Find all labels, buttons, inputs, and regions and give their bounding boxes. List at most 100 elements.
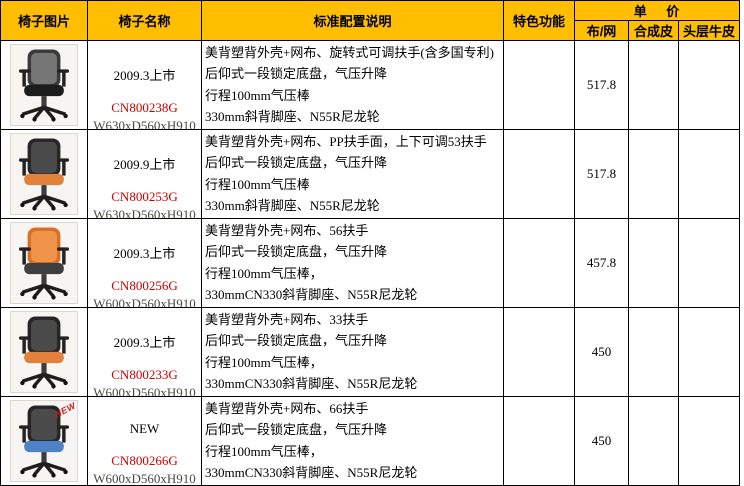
config-line: 后仰式一段锁定底盘，气压升降 <box>205 333 388 349</box>
header-unit-price: 单 价 <box>573 0 741 21</box>
header-price-synthetic-leather: 合成皮 <box>628 20 679 41</box>
config-line: 后仰式一段锁定底盘，气压升降 <box>205 66 388 82</box>
dimensions: W600xD560xH910 <box>93 296 196 308</box>
chair-caster <box>20 469 25 475</box>
chair-base <box>21 105 67 120</box>
price-fabric-cell: 517.8 <box>574 40 629 130</box>
chair-armrest-right <box>62 338 66 354</box>
price-leather-cell <box>677 129 741 219</box>
chair-armrest-right <box>62 249 66 265</box>
chair-base <box>21 283 67 298</box>
dimensions: W630xD560xH910 <box>93 118 196 130</box>
config-line: 330mm斜背脚座、N55R尼龙轮 <box>205 198 380 214</box>
chair-back-mesh <box>31 141 57 173</box>
chair-photo <box>10 44 78 126</box>
launch-date: 2009.3上市 <box>113 246 176 261</box>
config-line: 后仰式一段锁定底盘，气压升降 <box>205 155 388 171</box>
chair-armrest-right <box>62 160 66 176</box>
launch-date: 2009.3上市 <box>113 335 176 350</box>
features-cell <box>503 129 575 219</box>
chair-caster <box>32 117 37 122</box>
chair-armpad-left <box>18 425 32 429</box>
chair-photo <box>10 311 78 393</box>
chair-seat <box>24 440 64 453</box>
config-line: 后仰式一段锁定底盘，气压升降 <box>205 244 388 260</box>
chair-image-cell: NEW <box>0 396 88 486</box>
chair-back-mesh <box>31 230 57 262</box>
chair-armpad-left <box>18 247 32 251</box>
price-synthetic-cell <box>628 396 679 486</box>
header-features: 特色功能 <box>503 0 575 41</box>
chair-armpad-right <box>56 247 70 251</box>
config-line: 行程100mm气压棒， <box>205 354 323 370</box>
config-cell: 美背塑背外壳+网布、旋转式可调扶手(含多国专利) 后仰式一段锁定底盘，气压升降 … <box>201 40 504 130</box>
chair-armrest-left <box>22 71 26 87</box>
config-line: 行程100mm气压棒 <box>205 176 310 192</box>
chair-seat <box>24 173 64 186</box>
price-fabric-cell: 450 <box>574 307 629 397</box>
price-fabric-cell: 450 <box>574 396 629 486</box>
chair-armrest-right <box>62 427 66 443</box>
chair-photo <box>10 133 78 215</box>
model-code: CN800266G <box>111 453 178 468</box>
chair-caster <box>51 384 56 389</box>
chair-illustration <box>18 227 70 300</box>
chair-caster <box>32 473 37 478</box>
price-leather-cell <box>677 396 741 486</box>
chair-gas-lift <box>41 274 47 286</box>
config-cell: 美背塑背外壳+网布、33扶手 后仰式一段锁定底盘，气压升降 行程100mm气压棒… <box>201 307 504 397</box>
chair-name-cell: 2009.3上市 CN800233G W600xD560xH910 <box>87 307 202 397</box>
chair-caster <box>32 206 37 211</box>
launch-date: NEW <box>129 421 160 436</box>
chair-image-cell <box>0 129 88 219</box>
config-line: 美背塑背外壳+网布、66扶手 <box>205 400 369 416</box>
chair-armpad-right <box>56 69 70 73</box>
price-leather-cell <box>677 307 741 397</box>
header-chair-name: 椅子名称 <box>87 0 202 41</box>
dimensions: W600xD560xH910 <box>93 471 196 486</box>
chair-armrest-left <box>22 249 26 265</box>
dimensions: W600xD560xH910 <box>93 385 196 397</box>
model-code: CN800256G <box>111 278 178 293</box>
chair-image-cell <box>0 40 88 130</box>
chair-illustration <box>18 49 70 122</box>
config-line: 330mmCN330斜背脚座、N55R尼龙轮 <box>205 465 418 481</box>
price-leather-cell <box>677 40 741 130</box>
config-line: 330mm斜背脚座、N55R尼龙轮 <box>205 109 380 125</box>
features-cell <box>503 218 575 308</box>
chair-armrest-left <box>22 160 26 176</box>
chair-image-cell <box>0 307 88 397</box>
chair-image-cell <box>0 218 88 308</box>
chair-seat <box>24 84 64 97</box>
header-config: 标准配置说明 <box>201 0 504 41</box>
price-fabric-cell: 517.8 <box>574 129 629 219</box>
chair-illustration <box>18 405 70 478</box>
table-header: 椅子图片 椅子名称 标准配置说明 特色功能 单 价 布/网 合成皮 头层牛皮 <box>0 0 741 41</box>
chair-caster <box>63 291 68 297</box>
model-code: CN800238G <box>111 100 178 115</box>
chair-base <box>21 461 67 476</box>
chair-caster <box>63 380 68 386</box>
chair-photo: NEW <box>10 400 78 482</box>
chair-name-cell: 2009.3上市 CN800256G W600xD560xH910 <box>87 218 202 308</box>
config-line: 330mmCN330斜背脚座、N55R尼龙轮 <box>205 287 418 303</box>
launch-date: 2009.9上市 <box>113 157 176 172</box>
chair-caster <box>32 295 37 300</box>
chair-back-mesh <box>31 319 57 351</box>
chair-gas-lift <box>41 185 47 197</box>
chair-gas-lift <box>41 363 47 375</box>
config-line: 后仰式一段锁定底盘，气压升降 <box>205 422 388 438</box>
model-code: CN800233G <box>111 367 178 382</box>
config-cell: 美背塑背外壳+网布、56扶手 后仰式一段锁定底盘，气压升降 行程100mm气压棒… <box>201 218 504 308</box>
price-fabric-cell: 457.8 <box>574 218 629 308</box>
chair-armrest-left <box>22 338 26 354</box>
config-line: 行程100mm气压棒 <box>205 87 310 103</box>
header-price-top-grain-leather: 头层牛皮 <box>677 20 741 41</box>
chair-base <box>21 194 67 209</box>
price-synthetic-cell <box>628 40 679 130</box>
chair-seat <box>24 351 64 364</box>
chair-name-cell: NEW CN800266G W600xD560xH910 <box>87 396 202 486</box>
config-line: 行程100mm气压棒， <box>205 265 323 281</box>
chair-name-cell: 2009.3上市 CN800238G W630xD560xH910 <box>87 40 202 130</box>
